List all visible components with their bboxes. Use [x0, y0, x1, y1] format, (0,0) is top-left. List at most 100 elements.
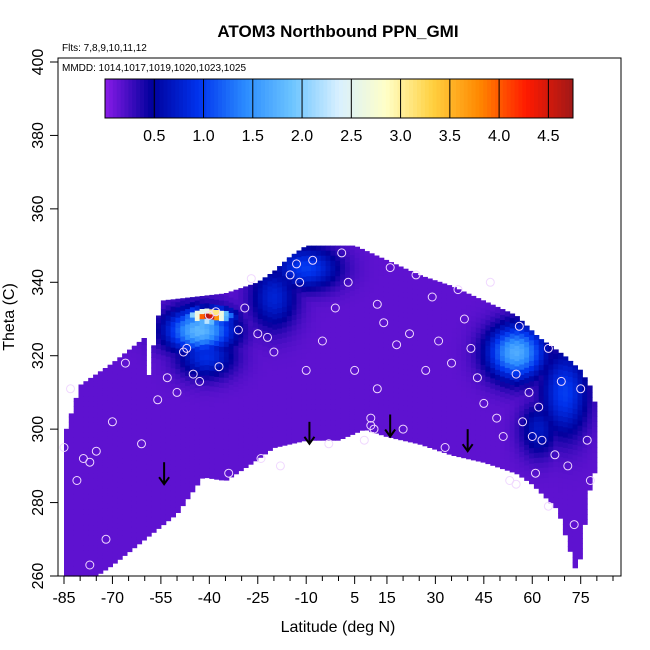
colorbar-swatch	[241, 79, 246, 118]
field-cell	[286, 284, 293, 291]
field-cell	[393, 392, 399, 398]
field-cell	[562, 483, 569, 489]
field-cell	[175, 383, 181, 390]
field-cell	[354, 391, 360, 397]
field-cell	[495, 333, 501, 339]
field-cell	[490, 444, 496, 451]
field-cell	[524, 362, 530, 368]
field-cell	[364, 270, 370, 277]
field-cell	[185, 447, 191, 453]
field-cell	[277, 338, 283, 344]
field-cell	[330, 378, 336, 385]
field-cell	[117, 405, 123, 411]
field-cell	[160, 493, 167, 500]
field-cell	[194, 366, 201, 373]
field-cell	[296, 339, 302, 345]
field-cell	[102, 456, 109, 463]
field-cell	[102, 544, 109, 550]
colorbar-swatch	[452, 79, 457, 118]
field-cell	[262, 330, 268, 337]
field-cell	[514, 406, 520, 413]
field-cell	[291, 304, 298, 310]
field-cell	[441, 436, 448, 443]
observation-marker	[66, 384, 75, 394]
field-cell	[320, 419, 327, 426]
field-cell	[427, 385, 433, 392]
field-cell	[562, 421, 569, 428]
field-cell	[175, 298, 181, 303]
field-cell	[131, 429, 138, 436]
colorbar-swatch	[276, 79, 281, 118]
field-cell	[378, 352, 385, 359]
field-cell	[127, 510, 133, 517]
field-cell	[577, 440, 583, 447]
field-cell	[383, 287, 390, 293]
field-cell	[83, 385, 89, 392]
field-cell	[146, 505, 152, 511]
field-cell	[562, 498, 569, 505]
field-cell	[441, 313, 448, 320]
field-cell	[180, 351, 186, 358]
field-cell	[189, 481, 196, 488]
field-cell	[223, 464, 230, 471]
field-cell	[272, 293, 278, 299]
observation-marker	[485, 277, 495, 287]
field-cell	[349, 245, 356, 250]
field-cell	[194, 296, 201, 301]
field-cell	[340, 392, 346, 398]
field-cell	[403, 363, 409, 370]
field-cell	[587, 484, 593, 491]
field-cell	[165, 315, 172, 321]
field-cell	[403, 399, 409, 406]
field-cell	[223, 438, 230, 445]
colorbar-swatch	[459, 79, 465, 118]
field-cell	[97, 449, 104, 456]
arrow-head	[158, 476, 170, 486]
field-cell	[437, 363, 443, 369]
field-cell	[257, 323, 264, 330]
field-cell	[282, 373, 288, 379]
field-cell	[180, 433, 186, 440]
field-cell	[243, 303, 249, 309]
field-cell	[543, 477, 549, 483]
field-cell	[112, 532, 118, 538]
field-cell	[306, 311, 312, 318]
field-cell	[78, 570, 84, 577]
field-cell	[194, 443, 201, 450]
field-cell	[359, 337, 365, 344]
field-cell	[422, 327, 428, 334]
field-cell	[437, 394, 443, 400]
colorbar-swatch	[381, 79, 387, 118]
field-cell	[219, 464, 225, 471]
field-cell	[407, 380, 414, 386]
field-cell	[335, 399, 341, 405]
field-cell	[364, 275, 370, 282]
colorbar-swatch	[339, 79, 344, 118]
field-cell	[325, 245, 331, 251]
field-cell	[83, 504, 89, 510]
field-cell	[369, 405, 375, 412]
field-cell	[83, 540, 89, 546]
field-cell	[461, 324, 467, 330]
field-cell	[509, 317, 516, 324]
field-cell	[107, 458, 113, 465]
field-cell	[437, 322, 443, 328]
field-cell	[529, 375, 535, 382]
field-cell	[553, 368, 559, 375]
field-cell	[267, 342, 273, 349]
field-cell	[538, 431, 545, 438]
field-cell	[335, 363, 341, 369]
field-cell	[369, 400, 375, 407]
field-cell	[364, 409, 370, 416]
field-cell	[437, 291, 443, 298]
field-cell	[320, 435, 327, 441]
field-cell	[480, 436, 486, 442]
field-cell	[214, 324, 220, 331]
field-cell	[558, 477, 564, 483]
colorbar-swatch	[553, 79, 558, 118]
field-cell	[165, 299, 172, 306]
field-cell	[141, 457, 147, 464]
field-cell	[64, 540, 70, 546]
field-cell	[577, 384, 583, 390]
field-cell	[194, 346, 201, 352]
